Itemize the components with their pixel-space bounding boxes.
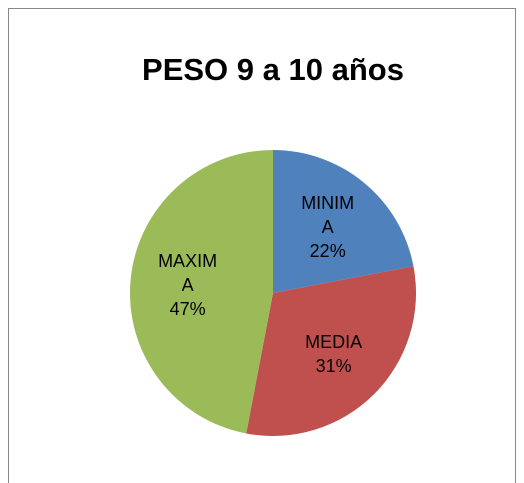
category-label: MINIMA	[301, 192, 355, 237]
data-label: MINIMA 22%	[296, 191, 360, 263]
pie-slice	[246, 266, 416, 436]
percent-label: 47%	[169, 298, 206, 319]
data-label: MEDIA 31%	[302, 330, 366, 378]
category-label: MAXIMA	[158, 250, 218, 295]
percent-label: 22%	[309, 240, 346, 261]
pie-slice	[129, 150, 273, 434]
pie-slice	[273, 150, 414, 293]
chart-title: PESO 9 a 10 años	[142, 52, 404, 87]
percent-label: 31%	[315, 355, 352, 376]
category-label: MEDIA	[305, 331, 363, 352]
data-label: MAXIMA 47%	[156, 249, 220, 321]
